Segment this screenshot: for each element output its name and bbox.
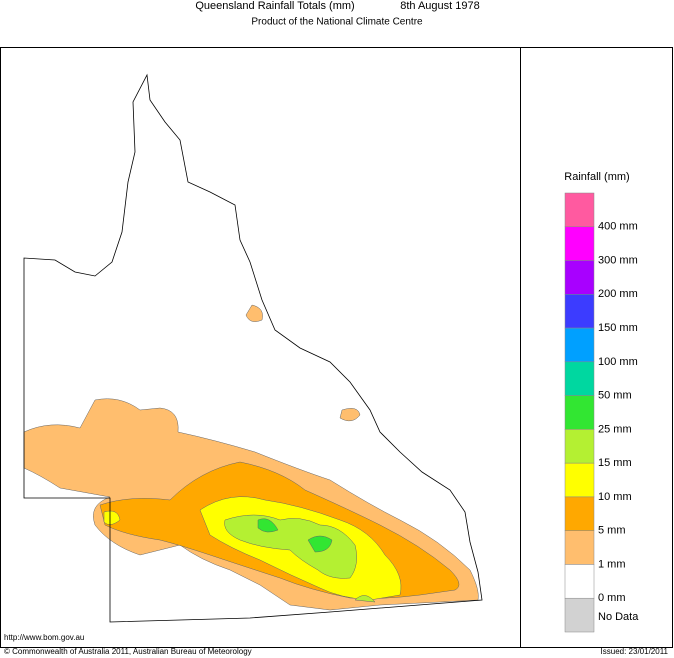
legend-swatch (564, 294, 595, 329)
date: 8th August 1978 (400, 0, 480, 12)
legend-swatch (564, 597, 595, 633)
legend-swatch (564, 395, 595, 430)
legend-title: Rainfall (mm) (564, 171, 629, 183)
coastline (23, 73, 483, 623)
legend-swatch (564, 327, 595, 363)
legend: Rainfall (mm) 400 mm 300 mm 200 mm 150 mm 10… (564, 171, 639, 633)
map-frame (0, 47, 673, 648)
legend-label: 0 mm (598, 592, 626, 604)
legend-swatch (564, 260, 595, 295)
legend-label: 400 mm (598, 221, 638, 233)
legend-label: 50 mm (598, 390, 632, 402)
legend-label: No Data (598, 611, 639, 623)
legend-label: 300 mm (598, 254, 638, 266)
legend-label: 5 mm (598, 525, 626, 537)
legend-swatch (564, 564, 595, 599)
rain-areas (23, 304, 479, 611)
legend-label: 200 mm (598, 288, 638, 300)
legend-label: 1 mm (598, 558, 626, 570)
legend-swatch (564, 530, 595, 565)
copyright: © Commonwealth of Australia 2011, Austra… (4, 647, 252, 656)
issued: Issued: 23/01/2011 (601, 647, 669, 656)
legend-label: 150 mm (598, 322, 638, 334)
legend-swatch (564, 361, 595, 396)
legend-swatch (564, 496, 595, 531)
legend-swatch (564, 192, 595, 228)
url: http://www.bom.gov.au (4, 633, 84, 642)
legend-swatch (564, 462, 595, 498)
legend-label: 10 mm (598, 491, 632, 503)
title: Queensland Rainfall Totals (mm) (195, 0, 354, 12)
legend-label: 100 mm (598, 356, 638, 368)
subtitle: Product of the National Climate Centre (251, 17, 423, 28)
legend-swatch (564, 226, 595, 261)
legend-label: 15 mm (598, 457, 632, 469)
legend-label: 25 mm (598, 423, 632, 435)
legend-swatch (564, 429, 595, 464)
